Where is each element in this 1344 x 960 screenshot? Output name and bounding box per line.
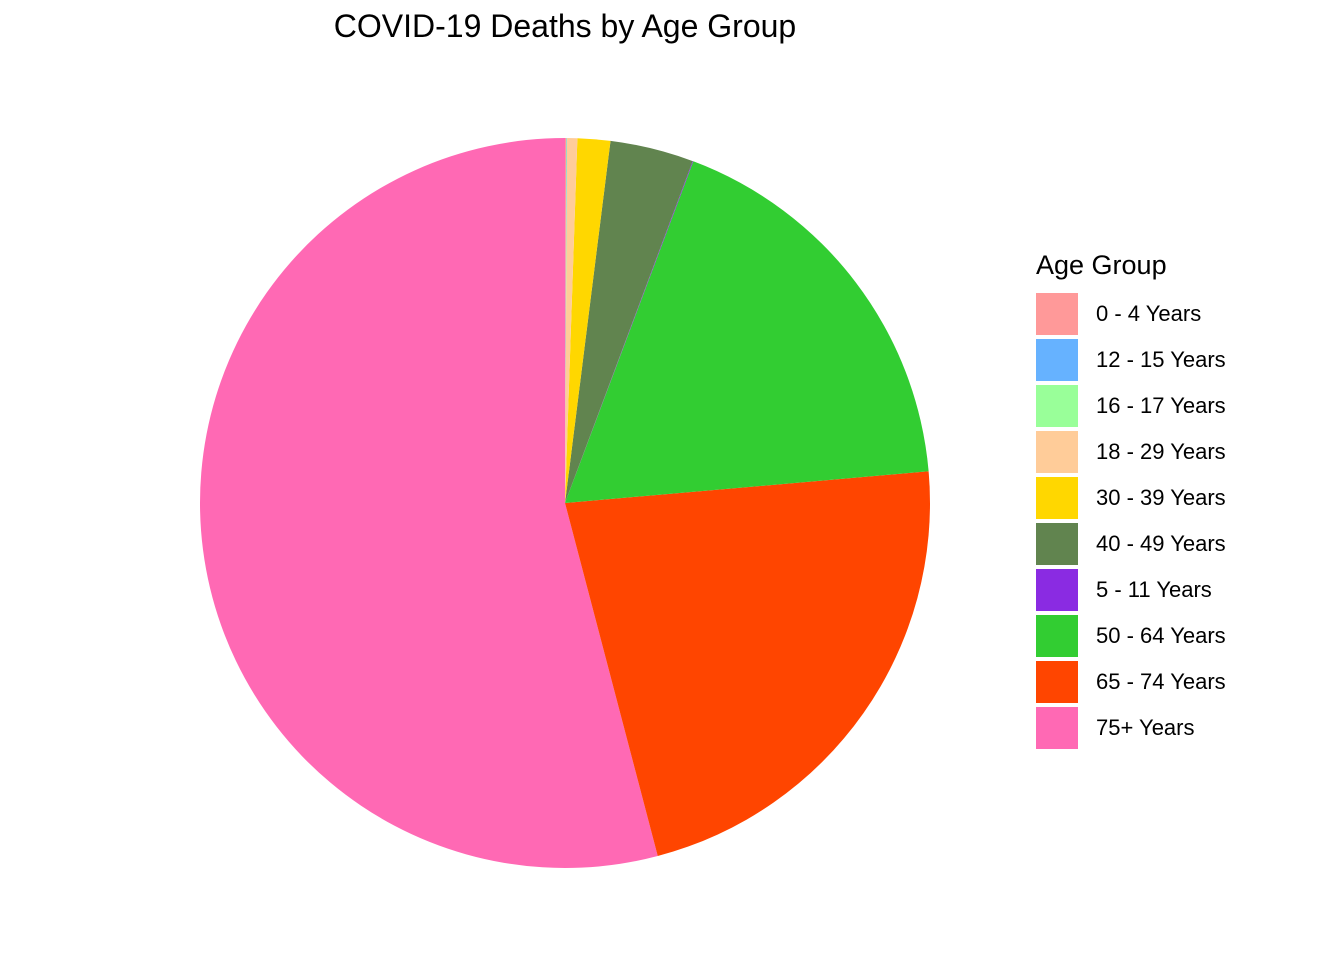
pie-slice-65-74-years <box>565 471 931 857</box>
legend-label: 40 - 49 Years <box>1096 531 1226 556</box>
legend-item: 75+ Years <box>1036 705 1226 751</box>
pie-slice-40-49-years <box>565 140 693 503</box>
pie-slice-75-years <box>200 138 658 869</box>
legend-swatch <box>1036 293 1078 335</box>
legend-label: 50 - 64 Years <box>1096 623 1226 648</box>
legend-item: 40 - 49 Years <box>1036 521 1226 567</box>
legend-item: 16 - 17 Years <box>1036 383 1226 429</box>
legend-swatch <box>1036 339 1078 381</box>
pie-slice-12-15-years <box>565 138 567 503</box>
pie-slice-50-64-years <box>565 161 929 504</box>
legend-swatch <box>1036 661 1078 703</box>
pie-slice-5-11-years <box>565 161 694 504</box>
legend-swatch <box>1036 523 1078 565</box>
legend-label: 5 - 11 Years <box>1096 577 1212 602</box>
legend-item: 12 - 15 Years <box>1036 337 1226 383</box>
legend-item: 5 - 11 Years <box>1036 567 1226 613</box>
legend-swatch <box>1036 385 1078 427</box>
legend-item: 18 - 29 Years <box>1036 429 1226 475</box>
legend-swatch <box>1036 615 1078 657</box>
legend-label: 65 - 74 Years <box>1096 669 1226 694</box>
legend-title: Age Group <box>1036 250 1167 280</box>
legend-item: 65 - 74 Years <box>1036 659 1226 705</box>
legend-label: 18 - 29 Years <box>1096 439 1226 464</box>
pie-slice-16-17-years <box>565 138 568 503</box>
legend-swatch <box>1036 477 1078 519</box>
legend-item: 30 - 39 Years <box>1036 475 1226 521</box>
legend-swatch <box>1036 707 1078 749</box>
chart-title: COVID-19 Deaths by Age Group <box>333 8 797 44</box>
pie-slice-0-4-years <box>565 138 567 503</box>
legend-item: 50 - 64 Years <box>1036 613 1226 659</box>
pie-slice-18-29-years <box>565 138 578 503</box>
legend: Age Group 0 - 4 Years 12 - 15 Years 16 - 1… <box>1036 250 1226 751</box>
legend-label: 30 - 39 Years <box>1096 485 1226 510</box>
legend-label: 16 - 17 Years <box>1096 393 1226 418</box>
legend-item: 0 - 4 Years <box>1036 291 1226 337</box>
legend-label: 0 - 4 Years <box>1096 301 1202 326</box>
legend-swatch <box>1036 569 1078 611</box>
legend-swatch <box>1036 431 1078 473</box>
pie-slice-30-39-years <box>565 138 611 503</box>
legend-label: 75+ Years <box>1096 715 1195 740</box>
legend-label: 12 - 15 Years <box>1096 347 1226 372</box>
